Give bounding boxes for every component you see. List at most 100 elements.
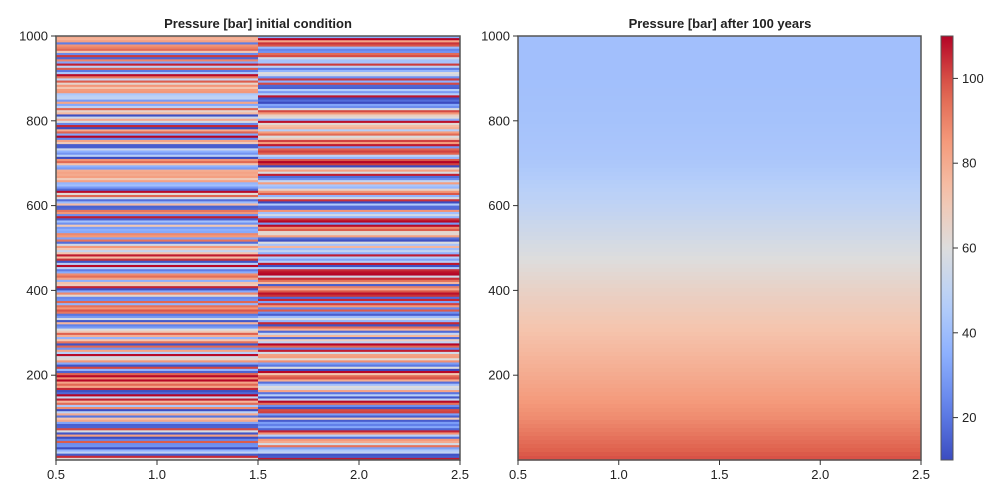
left-heatmap-cell xyxy=(56,411,259,414)
left-heatmap-cell xyxy=(56,203,259,207)
right-heatmap-band xyxy=(518,364,921,369)
left-heatmap-cell xyxy=(56,78,259,82)
right-ytick-label: 200 xyxy=(488,368,510,383)
left-heatmap-cell xyxy=(56,241,259,245)
colorbar: 20 40 60 80 100 xyxy=(940,35,984,461)
left-heatmap-cell xyxy=(56,169,259,173)
right-heatmap-band xyxy=(518,396,921,401)
left-heatmap-cell xyxy=(56,224,259,228)
left-heatmap-cell xyxy=(258,262,461,266)
left-heatmap-cell xyxy=(56,373,259,376)
left-heatmap-cell xyxy=(56,74,259,77)
right-heatmap-band xyxy=(518,288,921,293)
left-heatmap-cell xyxy=(258,69,461,73)
right-heatmap-band xyxy=(518,328,921,333)
right-xtick-label: 2.0 xyxy=(811,467,829,482)
left-heatmap-cell xyxy=(258,349,461,353)
left-heatmap-cell xyxy=(258,305,461,308)
right-heatmap-band xyxy=(518,72,921,77)
left-heatmap-cell xyxy=(258,203,461,207)
right-heatmap-band xyxy=(518,120,921,125)
right-heatmap-band xyxy=(518,48,921,53)
left-heatmap-cell xyxy=(56,254,259,257)
left-heatmap-cell xyxy=(258,199,461,202)
left-heatmap-cell xyxy=(258,307,461,310)
left-heatmap-cell xyxy=(56,105,259,109)
left-heatmap-cell xyxy=(56,404,259,408)
left-heatmap-cell xyxy=(258,260,461,264)
left-heatmap-cell xyxy=(56,178,259,181)
left-heatmap-cell xyxy=(258,55,461,58)
right-ytick-label: 800 xyxy=(488,113,510,128)
left-heatmap-cell xyxy=(56,317,259,321)
left-heatmap-cell xyxy=(56,72,259,75)
right-heatmap-band xyxy=(518,128,921,133)
left-heatmap-cell xyxy=(258,269,461,272)
right-heatmap-band xyxy=(518,256,921,261)
left-heatmap-cell xyxy=(258,163,461,166)
left-heatmap-cell xyxy=(258,184,461,188)
left-heatmap-cell xyxy=(258,449,461,453)
right-heatmap-band xyxy=(518,212,921,217)
right-heatmap xyxy=(518,36,921,461)
right-heatmap-band xyxy=(518,240,921,245)
left-heatmap-cell xyxy=(258,78,461,82)
left-heatmap-cell xyxy=(258,201,461,204)
left-heatmap-cell xyxy=(258,440,461,444)
right-heatmap-band xyxy=(518,252,921,257)
right-panel: Pressure [bar] after 100 years 0.5 1.0 1.5… xyxy=(481,16,930,482)
left-heatmap-cell xyxy=(258,298,461,302)
left-heatmap-cell xyxy=(258,76,461,79)
left-heatmap-cell xyxy=(56,447,259,450)
left-heatmap-cell xyxy=(258,277,461,281)
left-heatmap-cell xyxy=(258,125,461,128)
left-heatmap-cell xyxy=(56,313,259,317)
left-heatmap-cell xyxy=(258,137,461,141)
left-heatmap-cell xyxy=(56,286,259,289)
left-heatmap-cell xyxy=(56,158,259,162)
left-heatmap-cell xyxy=(258,110,461,113)
right-heatmap-band xyxy=(518,444,921,449)
colorbar-tick-label: 40 xyxy=(962,325,976,340)
left-heatmap-cell xyxy=(258,171,461,175)
left-heatmap-cell xyxy=(56,260,259,264)
left-heatmap-cell xyxy=(258,303,461,306)
left-heatmap-cell xyxy=(56,362,259,366)
left-heatmap-cell xyxy=(258,133,461,137)
left-heatmap-cell xyxy=(56,38,259,41)
left-heatmap-cell xyxy=(258,165,461,168)
left-heatmap-cell xyxy=(258,120,461,124)
left-heatmap-cell xyxy=(56,182,259,185)
right-heatmap-band xyxy=(518,172,921,177)
left-heatmap-cell xyxy=(56,184,259,188)
left-heatmap-cell xyxy=(56,192,259,196)
left-heatmap-cell xyxy=(56,269,259,272)
left-heatmap-cell xyxy=(258,239,461,243)
right-heatmap-band xyxy=(518,376,921,381)
left-ytick-label: 400 xyxy=(26,283,48,298)
left-heatmap-cell xyxy=(56,381,259,385)
left-heatmap-cell xyxy=(258,84,461,88)
right-heatmap-band xyxy=(518,164,921,169)
left-heatmap-cell xyxy=(56,137,259,141)
left-heatmap-cell xyxy=(56,426,259,429)
left-heatmap-cell xyxy=(56,423,259,427)
left-heatmap-cell xyxy=(56,375,259,378)
right-heatmap-band xyxy=(518,204,921,209)
left-heatmap-cell xyxy=(56,385,259,389)
right-heatmap-band xyxy=(518,184,921,189)
left-heatmap-cell xyxy=(56,279,259,283)
right-heatmap-band xyxy=(518,392,921,397)
left-heatmap-cell xyxy=(56,201,259,204)
left-heatmap-cell xyxy=(56,156,259,160)
right-heatmap-band xyxy=(518,176,921,181)
left-heatmap-cell xyxy=(56,396,259,400)
left-heatmap-cell xyxy=(258,275,461,279)
left-heatmap-cell xyxy=(56,76,259,79)
left-heatmap-cell xyxy=(56,248,259,251)
left-heatmap-cell xyxy=(258,44,461,48)
left-heatmap-cell xyxy=(258,243,461,247)
right-heatmap-band xyxy=(518,400,921,405)
left-heatmap-cell xyxy=(56,148,259,151)
